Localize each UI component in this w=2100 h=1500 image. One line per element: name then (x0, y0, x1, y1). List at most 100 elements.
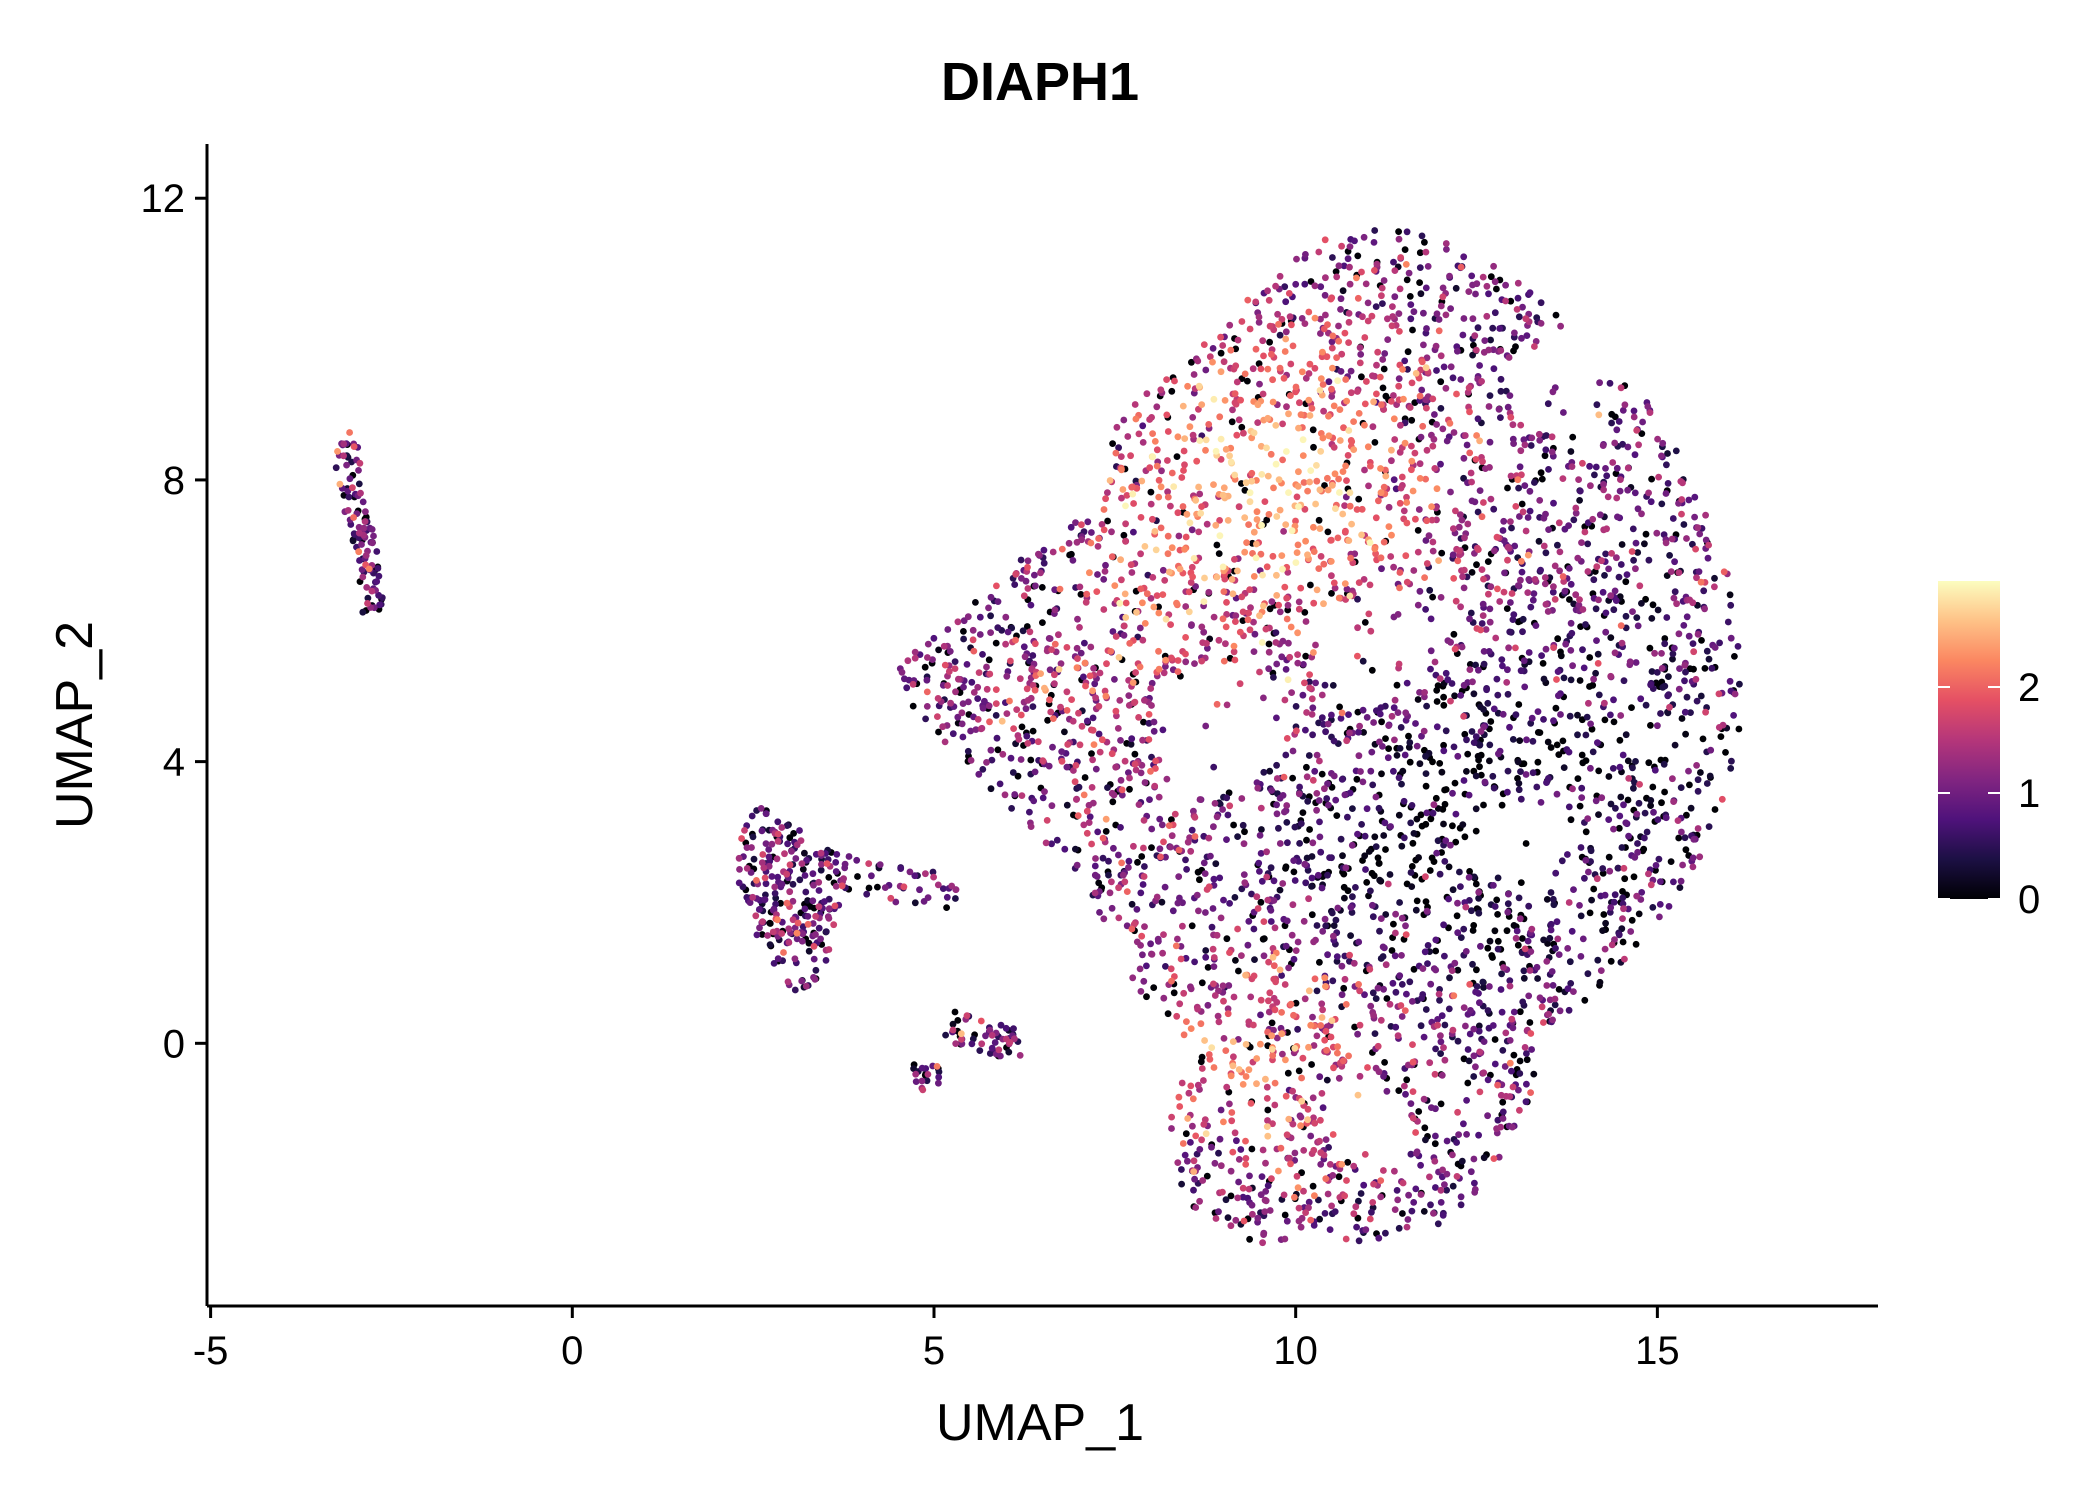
data-point (1254, 1214, 1262, 1222)
data-point (1624, 464, 1632, 472)
data-point (1346, 263, 1353, 271)
data-point (1508, 524, 1515, 532)
data-point (1168, 1113, 1175, 1121)
data-point (1360, 729, 1367, 736)
data-point (1404, 1216, 1412, 1223)
data-point (1654, 816, 1662, 823)
data-point (1417, 433, 1425, 441)
data-point (749, 833, 757, 841)
data-point (1544, 400, 1552, 408)
data-point (1480, 1154, 1488, 1162)
data-point (1380, 832, 1388, 839)
data-point (1527, 603, 1535, 611)
data-point (356, 459, 364, 467)
data-point (1383, 995, 1391, 1002)
data-point (1245, 918, 1253, 925)
data-point (1567, 619, 1575, 627)
data-point (1302, 726, 1309, 734)
data-point (1340, 883, 1348, 891)
data-point (1003, 672, 1011, 680)
data-point (1394, 709, 1402, 716)
data-point (1232, 1216, 1240, 1224)
data-point (762, 880, 770, 888)
data-point (1246, 1235, 1253, 1243)
data-point (1656, 913, 1663, 921)
data-point (1605, 816, 1613, 823)
data-point (1323, 795, 1331, 802)
data-point (1551, 596, 1559, 603)
data-point (1173, 1012, 1181, 1020)
data-point (1416, 475, 1424, 482)
data-point (1319, 928, 1327, 935)
data-point (1607, 592, 1615, 600)
data-point (1662, 490, 1670, 497)
data-point (1220, 484, 1228, 492)
data-point (1543, 958, 1551, 965)
data-point (1309, 426, 1317, 434)
data-point (1694, 524, 1702, 531)
data-point (1223, 935, 1231, 943)
data-point (1443, 437, 1451, 445)
data-point (1123, 888, 1131, 895)
data-point (756, 924, 763, 932)
data-point (1174, 657, 1182, 664)
data-point (1266, 989, 1274, 997)
data-point (1375, 1068, 1383, 1076)
data-point (1415, 1108, 1423, 1115)
data-point (1525, 902, 1533, 910)
data-point (1368, 312, 1376, 320)
data-point (1402, 922, 1409, 930)
data-point (1620, 905, 1627, 913)
data-point (1477, 728, 1485, 735)
data-point (1246, 489, 1254, 497)
y-axis-title: UMAP_2 (46, 621, 104, 829)
data-point (1629, 525, 1637, 533)
data-point (1639, 418, 1646, 426)
data-point (1475, 1027, 1483, 1035)
data-point (1303, 773, 1311, 781)
data-point (1456, 547, 1463, 555)
data-point (1213, 813, 1221, 821)
data-point (1255, 319, 1263, 326)
data-point (1517, 421, 1525, 429)
data-point (1505, 890, 1512, 898)
data-point (1542, 510, 1549, 518)
data-point (1516, 463, 1524, 471)
data-point (1565, 565, 1573, 572)
data-point (1257, 804, 1265, 812)
data-point (1478, 513, 1486, 521)
data-point (1390, 476, 1398, 484)
data-point (1282, 751, 1290, 759)
data-point (1286, 313, 1294, 321)
data-point (1105, 871, 1112, 879)
data-point (1009, 769, 1017, 776)
data-point (1258, 826, 1265, 833)
data-point (1595, 691, 1603, 699)
data-point (762, 810, 770, 817)
data-point (1289, 747, 1297, 755)
data-point (1490, 882, 1497, 889)
data-point (1279, 880, 1287, 887)
data-point (1511, 329, 1518, 337)
data-point (774, 955, 782, 962)
data-point (1047, 708, 1055, 716)
data-point (1343, 585, 1351, 593)
data-point (1196, 876, 1203, 884)
data-point (1531, 479, 1538, 486)
data-point (1089, 714, 1097, 722)
data-point (1179, 402, 1187, 410)
data-point (1319, 1104, 1327, 1112)
data-point (929, 656, 936, 663)
data-point (1004, 628, 1012, 636)
data-point (1322, 311, 1329, 319)
data-point (1016, 1052, 1024, 1059)
data-point (1204, 964, 1212, 971)
data-point (1292, 280, 1300, 288)
data-point (1436, 675, 1444, 682)
data-point (1697, 692, 1705, 700)
data-point (1354, 830, 1361, 838)
data-point (1178, 474, 1186, 481)
data-point (1395, 811, 1403, 819)
data-point (1553, 676, 1560, 683)
data-point (1098, 736, 1106, 744)
